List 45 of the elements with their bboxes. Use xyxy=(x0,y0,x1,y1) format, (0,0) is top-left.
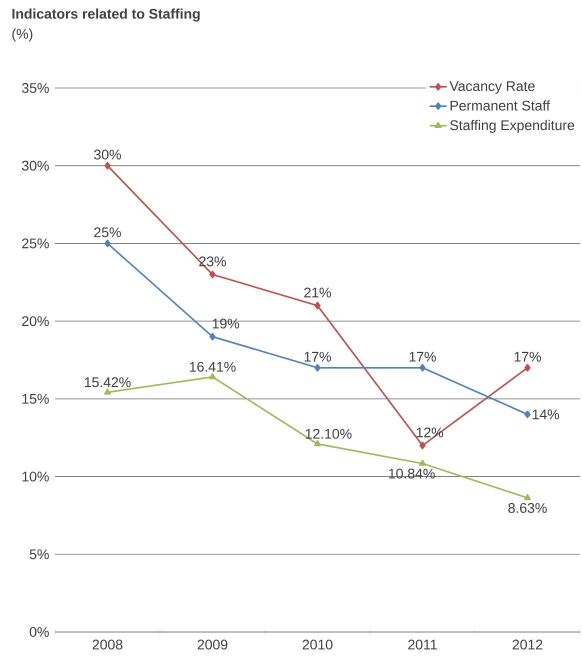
point xyxy=(104,388,111,395)
data-label: 25% xyxy=(94,227,121,238)
data-label: 16.41% xyxy=(190,362,236,372)
data-label: 15.42% xyxy=(84,377,131,388)
x-tick-label: 2009 xyxy=(198,640,228,650)
data-label: 17% xyxy=(304,352,331,362)
point xyxy=(104,240,111,248)
data-label: 12.10% xyxy=(306,428,352,439)
point xyxy=(209,332,216,340)
chart-title: Indicators related to Staffing xyxy=(12,8,200,22)
y-tick-label: 20% xyxy=(22,316,49,326)
x-tick-label: 2012 xyxy=(512,640,542,650)
point xyxy=(209,270,216,278)
y-tick-label: 10% xyxy=(22,472,49,482)
y-tick-label: 30% xyxy=(22,160,49,171)
x-tick-label: 2010 xyxy=(302,640,332,650)
data-label: 19% xyxy=(212,318,240,329)
legend-label: Vacancy Rate xyxy=(450,81,535,94)
data-label: 17% xyxy=(410,352,436,362)
point xyxy=(104,162,111,170)
y-tick-label: 5% xyxy=(30,549,49,560)
y-tick-label: 0% xyxy=(30,627,49,637)
y-tick-label: 15% xyxy=(22,394,49,404)
point xyxy=(314,302,321,310)
data-label: 30% xyxy=(94,150,121,160)
legend-label: Permanent Staff xyxy=(450,100,550,111)
data-label: 8.63% xyxy=(508,503,547,513)
point xyxy=(524,364,531,372)
x-tick-label: 2011 xyxy=(408,640,437,650)
y-tick-label: 35% xyxy=(22,83,49,93)
point xyxy=(419,460,426,466)
point xyxy=(209,373,216,380)
point xyxy=(314,440,321,446)
point xyxy=(524,494,531,500)
point xyxy=(419,442,426,450)
x-tick-label: 2008 xyxy=(92,640,122,650)
point xyxy=(419,364,426,372)
point xyxy=(314,364,321,372)
y-axis-title: (%) xyxy=(12,28,32,42)
y-tick-label: 25% xyxy=(22,238,49,248)
data-label: 21% xyxy=(304,288,331,298)
data-label: 14% xyxy=(532,410,560,420)
data-label: 17% xyxy=(514,352,541,362)
point xyxy=(524,410,531,418)
legend-label: Staffing Expenditure xyxy=(450,120,574,133)
